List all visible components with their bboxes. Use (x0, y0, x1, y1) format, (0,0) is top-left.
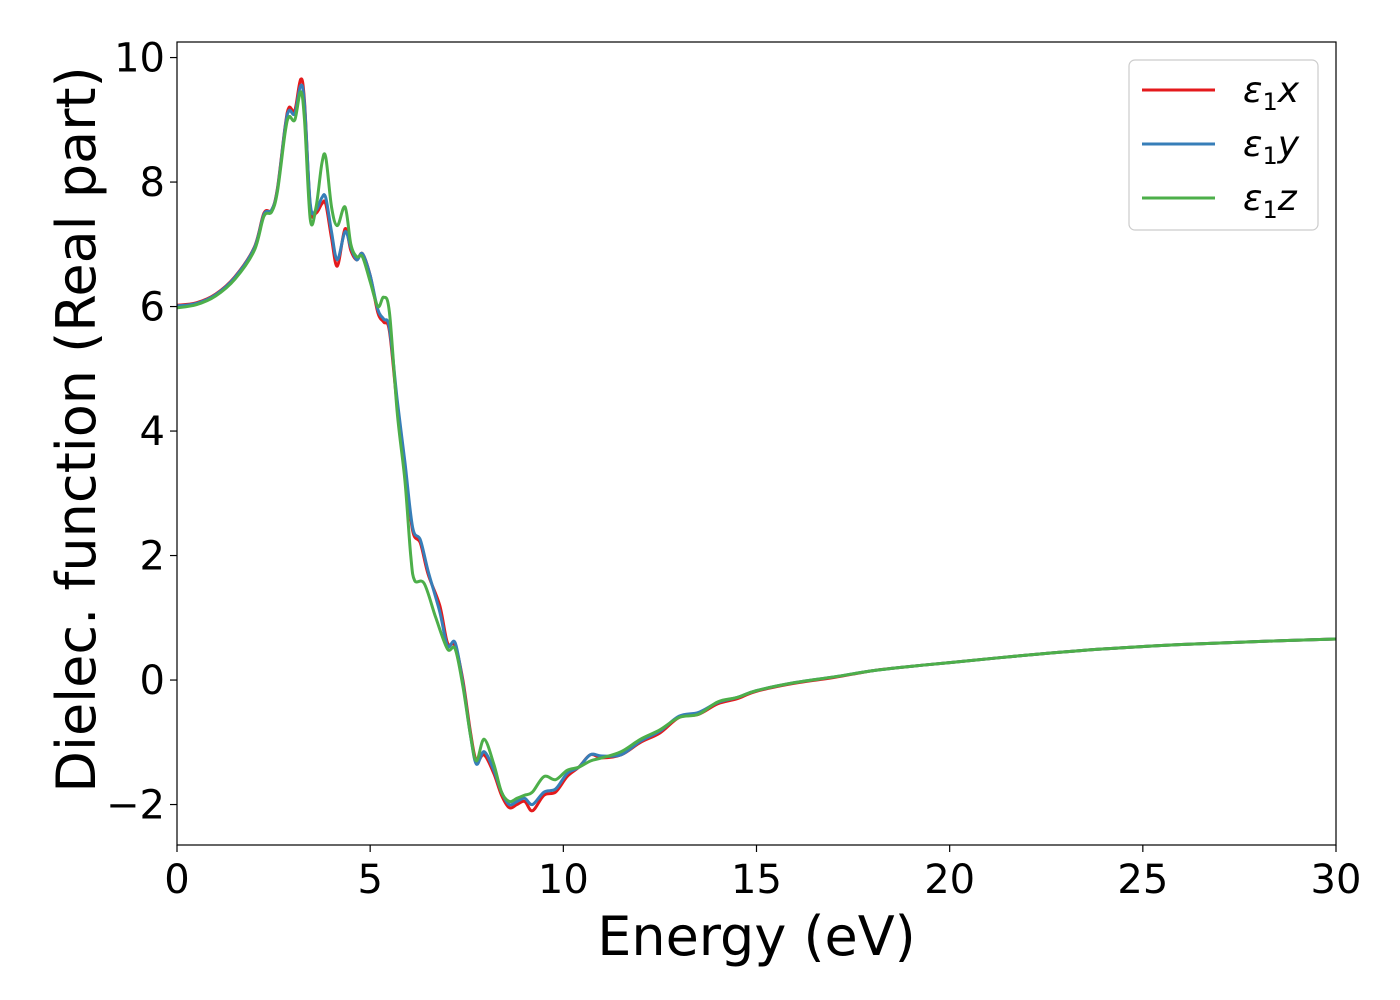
y-tick-label: 6 (140, 285, 165, 331)
x-tick-label: 15 (731, 857, 782, 903)
y-tick-label: 2 (140, 534, 165, 580)
x-tick-label: 0 (164, 857, 189, 903)
x-tick-label: 25 (1117, 857, 1168, 903)
x-tick-label: 5 (357, 857, 382, 903)
y-tick-label: 4 (140, 409, 165, 455)
legend: ε1x ε1y ε1z (1128, 59, 1319, 231)
y-tick-label: 10 (114, 36, 165, 82)
legend-label-y: ε1y (1243, 124, 1300, 170)
y-tick-label: 8 (140, 160, 165, 206)
y-axis-title: Dielec. function (Real part) (45, 66, 108, 792)
series-layer (177, 77, 1336, 813)
legend-label-x: ε1x (1243, 70, 1300, 116)
ticks-layer: 0 5 10 15 20 25 30 −2 0 2 4 6 8 10 (106, 36, 1361, 903)
x-tick-label: 20 (924, 857, 975, 903)
y-tick-label: −2 (106, 783, 165, 829)
x-tick-label: 30 (1311, 857, 1362, 903)
legend-box (1128, 59, 1319, 231)
y-tick-label: 0 (140, 658, 165, 704)
legend-label-z: ε1z (1243, 178, 1298, 224)
x-tick-label: 10 (538, 857, 589, 903)
x-axis-title: Energy (eV) (597, 905, 916, 968)
series-line-z (177, 90, 1336, 804)
